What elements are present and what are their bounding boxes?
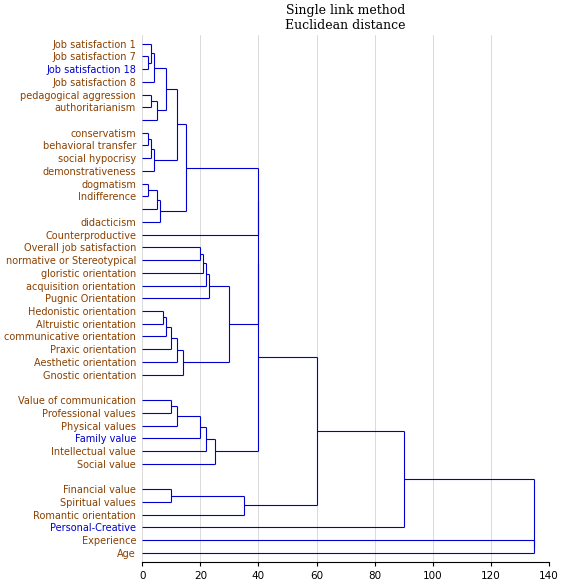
Title: Single link method
Euclidean distance: Single link method Euclidean distance	[285, 4, 406, 32]
